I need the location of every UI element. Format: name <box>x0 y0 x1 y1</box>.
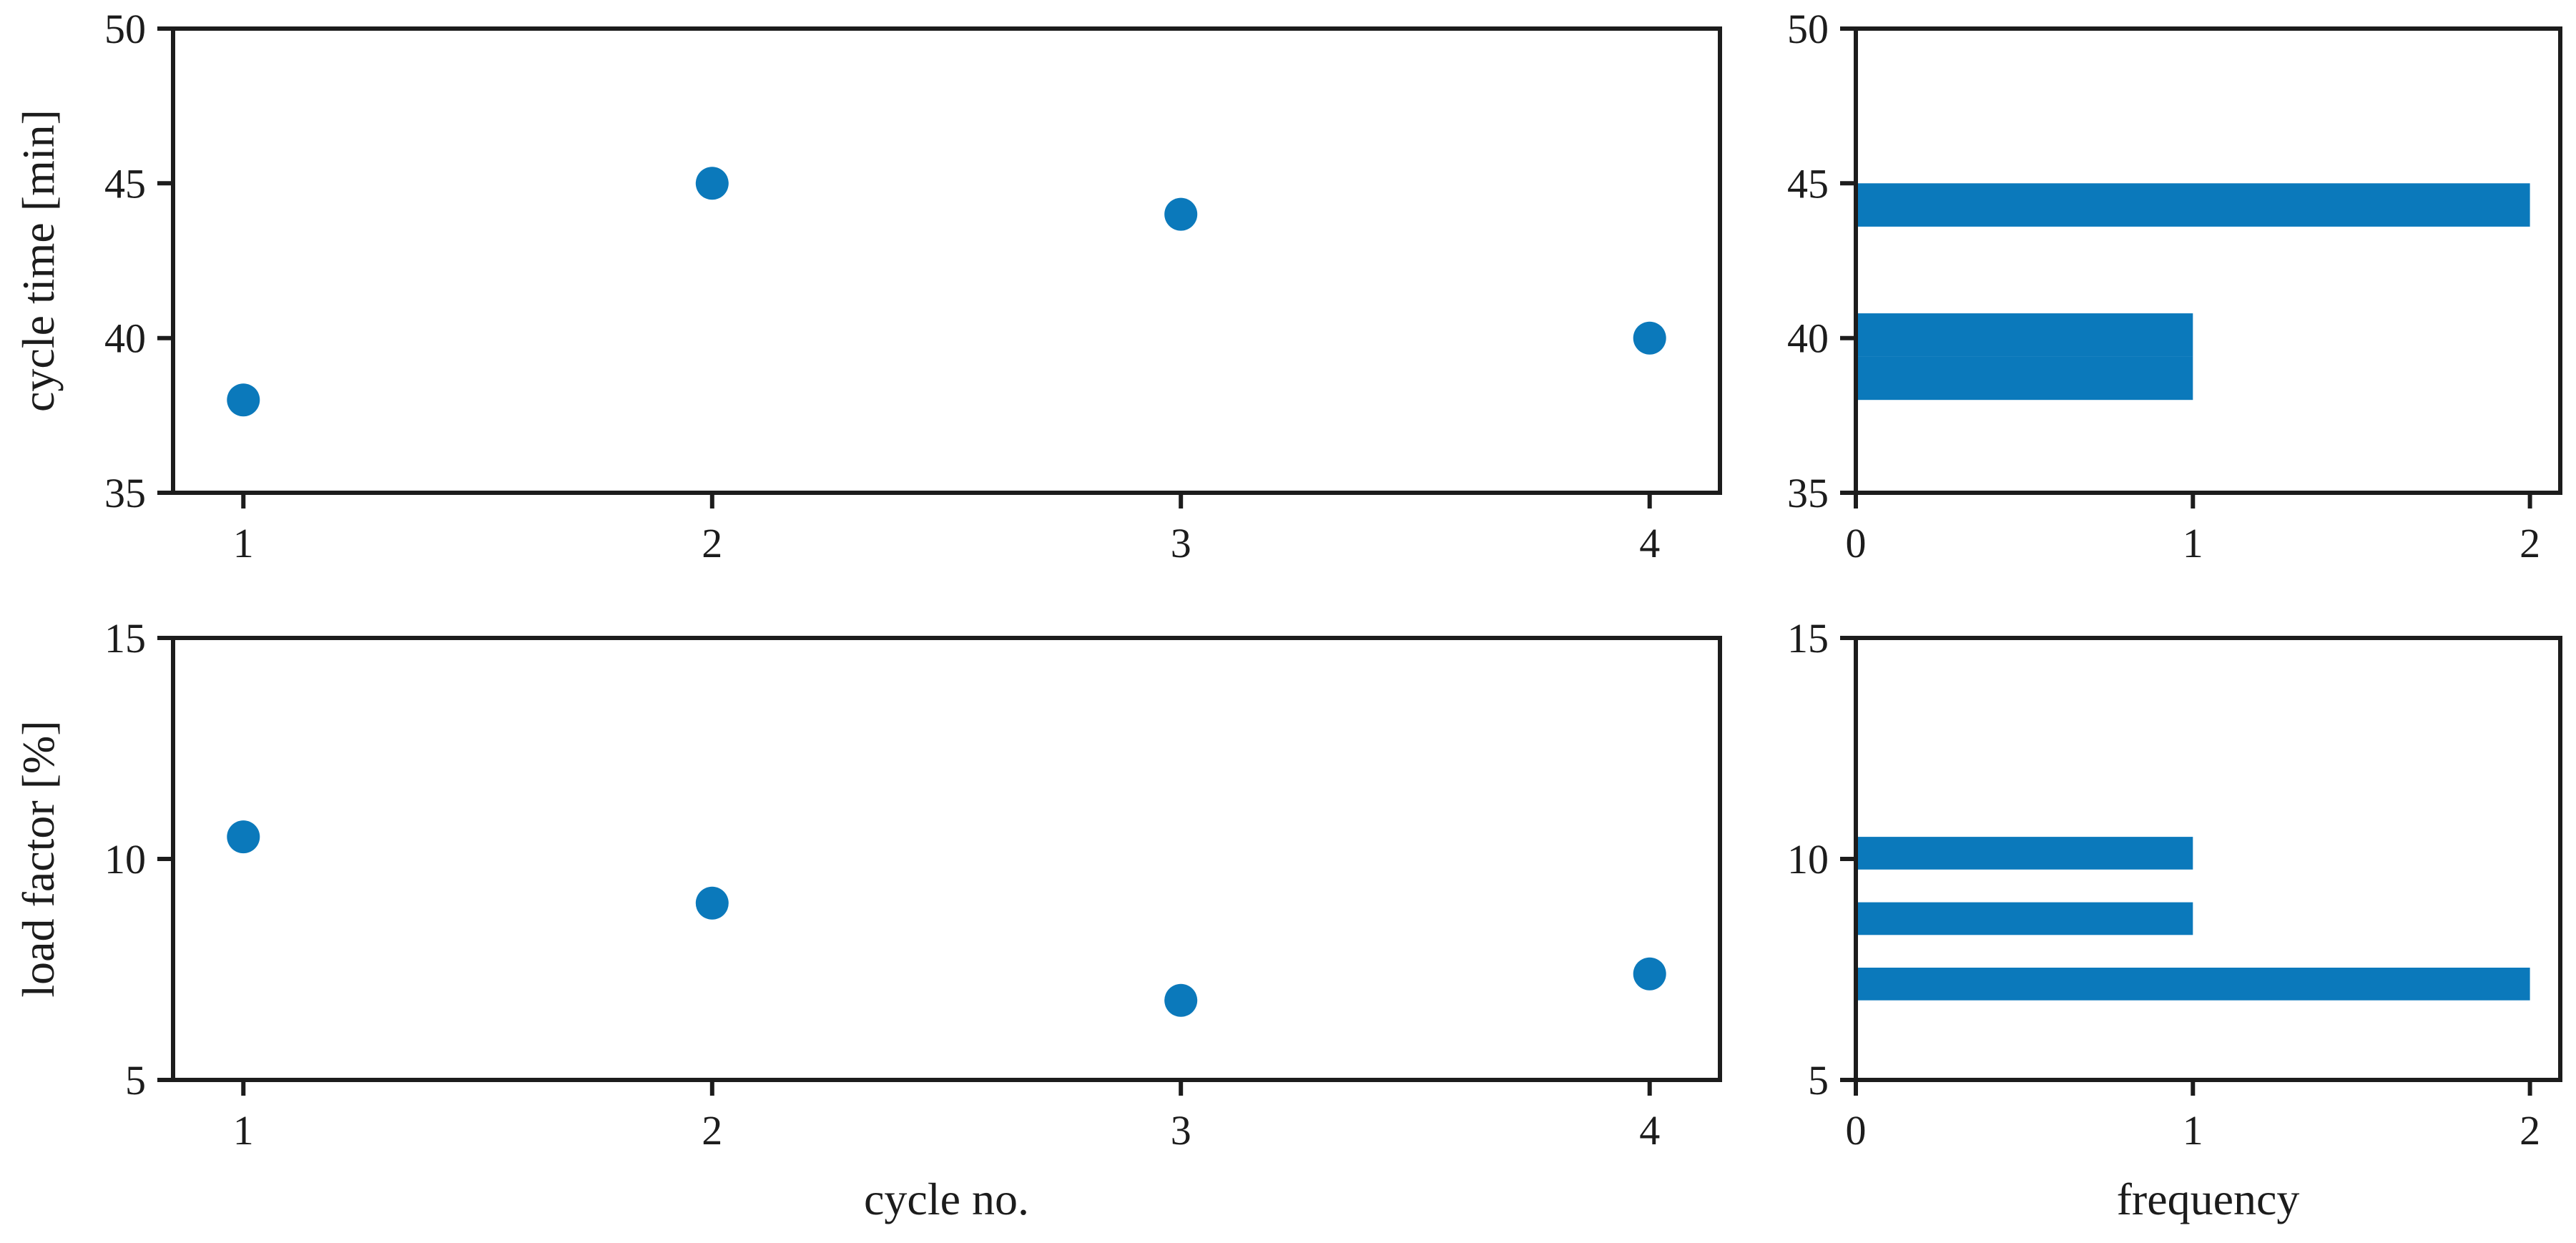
y-tick-label: 5 <box>1808 1057 1829 1104</box>
data-point <box>1164 197 1198 231</box>
x-tick-label: 4 <box>1639 1107 1660 1154</box>
axes-frame <box>1854 26 2562 495</box>
x-tick-label: 0 <box>1846 520 1867 566</box>
x-tick-label: 2 <box>2520 520 2540 566</box>
y-axis: 5 10 15 <box>1787 615 1856 1104</box>
x-tick-label: 2 <box>702 520 722 566</box>
histogram-bar <box>1856 902 2193 935</box>
x-tick-label: 3 <box>1171 1107 1191 1154</box>
y-axis: 35 40 45 50 <box>104 6 173 516</box>
data-point <box>227 383 260 417</box>
y-axis-label: cycle time [min] <box>13 109 64 412</box>
y-tick-label: 10 <box>104 836 146 883</box>
axes-frame <box>171 636 1722 1082</box>
x-axis-label: cycle no. <box>864 1174 1029 1224</box>
chart-load-factor-hist: 0 1 2 5 10 15 frequency <box>1787 615 2562 1224</box>
x-tick-label: 4 <box>1639 520 1660 566</box>
chart-cycle-time-scatter: 1 2 3 4 35 40 45 50 cycle time [min] <box>13 6 1722 566</box>
x-tick-label: 1 <box>233 1107 254 1154</box>
y-tick-label: 45 <box>1787 160 1829 207</box>
data-point <box>227 820 260 854</box>
x-tick-label: 0 <box>1846 1107 1867 1154</box>
data-point <box>1633 957 1666 991</box>
data-point <box>695 167 729 200</box>
x-tick-label: 1 <box>2183 1107 2203 1154</box>
chart-cycle-time-hist: 0 1 2 35 40 45 50 <box>1787 6 2562 566</box>
data-point <box>1633 321 1666 355</box>
histogram-bar <box>1856 356 2193 401</box>
x-tick-label: 1 <box>2183 520 2203 566</box>
x-tick-label: 2 <box>2520 1107 2540 1154</box>
x-axis-label: frequency <box>2117 1174 2300 1224</box>
y-tick-label: 40 <box>1787 315 1829 362</box>
y-tick-label: 35 <box>1787 470 1829 516</box>
chart-load-factor-scatter: 1 2 3 4 5 10 15 cycle no. load factor [%] <box>13 615 1722 1224</box>
y-tick-label: 35 <box>104 470 146 516</box>
data-point <box>1164 983 1198 1017</box>
y-tick-label: 50 <box>104 6 146 52</box>
y-axis-label: load factor [%] <box>13 720 64 997</box>
x-axis: 1 2 3 4 <box>233 493 1660 566</box>
y-axis: 5 10 15 <box>104 615 173 1104</box>
x-axis: 0 1 2 <box>1846 493 2540 566</box>
data-point <box>695 886 729 920</box>
x-tick-label: 3 <box>1171 520 1191 566</box>
axes-frame <box>171 26 1722 495</box>
y-axis: 35 40 45 50 <box>1787 6 1856 516</box>
y-tick-label: 5 <box>125 1057 146 1104</box>
histogram-bar <box>1856 313 2193 357</box>
x-tick-label: 1 <box>233 520 254 566</box>
y-tick-label: 15 <box>1787 615 1829 662</box>
y-tick-label: 40 <box>104 315 146 362</box>
y-tick-label: 50 <box>1787 6 1829 52</box>
y-tick-label: 45 <box>104 160 146 207</box>
x-tick-label: 2 <box>702 1107 722 1154</box>
histogram-bar <box>1856 837 2193 870</box>
x-axis: 0 1 2 <box>1846 1080 2540 1154</box>
y-tick-label: 15 <box>104 615 146 662</box>
y-tick-label: 10 <box>1787 836 1829 883</box>
histogram-bar <box>1856 183 2530 227</box>
histogram-bar <box>1856 968 2530 1001</box>
x-axis: 1 2 3 4 <box>233 1080 1660 1154</box>
